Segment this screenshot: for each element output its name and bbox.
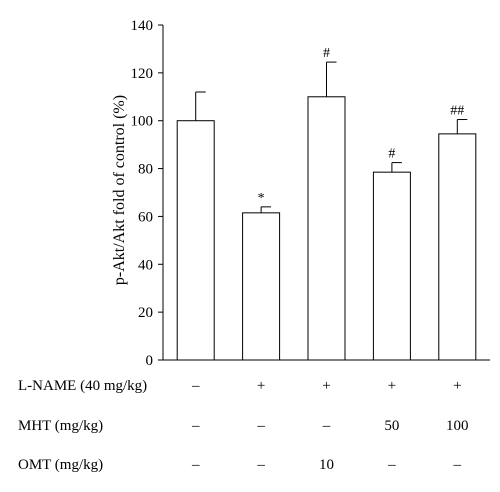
bar — [372, 171, 411, 361]
treatment-cell: – — [191, 378, 200, 394]
bar — [307, 96, 346, 361]
treatment-cell: – — [256, 457, 265, 473]
bar — [242, 212, 281, 361]
treatment-cell: + — [257, 378, 265, 394]
treatment-cell: – — [453, 457, 462, 473]
treatment-cell: – — [191, 418, 200, 434]
significance-marker: ## — [450, 104, 464, 119]
y-tick-label: 20 — [138, 305, 153, 321]
y-tick-label: 40 — [138, 257, 153, 273]
bar — [176, 120, 215, 361]
y-tick-label: 80 — [138, 162, 153, 178]
y-tick-label: 120 — [131, 66, 154, 82]
significance-marker: * — [258, 191, 265, 206]
significance-marker: # — [323, 46, 330, 61]
treatment-cell: 10 — [319, 457, 334, 473]
treatment-cell: + — [388, 378, 396, 394]
treatment-cell: – — [191, 457, 200, 473]
treatment-row-label: OMT (mg/kg) — [18, 457, 103, 473]
bars: *#### — [176, 46, 477, 361]
treatment-cell: – — [256, 418, 265, 434]
axes: 0 20 40 60 80 100 120 140 — [131, 18, 490, 369]
treatment-table: L-NAME (40 mg/kg) – + + + + MHT (mg/kg) – – – 50 10… — [18, 378, 469, 473]
bar — [438, 133, 477, 361]
y-tick-label: 60 — [138, 209, 153, 225]
y-tick-label: 140 — [131, 18, 154, 34]
treatment-cell: – — [387, 457, 396, 473]
treatment-cell: 50 — [384, 418, 399, 434]
y-axis-label: p-Akt/Akt fold of control (%) — [111, 95, 128, 285]
treatment-row-label: L-NAME (40 mg/kg) — [18, 378, 147, 394]
y-tick-label: 100 — [131, 114, 154, 130]
treatment-row-label: MHT (mg/kg) — [18, 418, 103, 434]
treatment-cell: + — [453, 378, 461, 394]
treatment-cell: 100 — [446, 418, 469, 434]
treatment-cell: – — [322, 418, 331, 434]
treatment-cell: + — [322, 378, 330, 394]
significance-marker: # — [388, 147, 395, 162]
y-tick-label: 0 — [146, 353, 154, 369]
